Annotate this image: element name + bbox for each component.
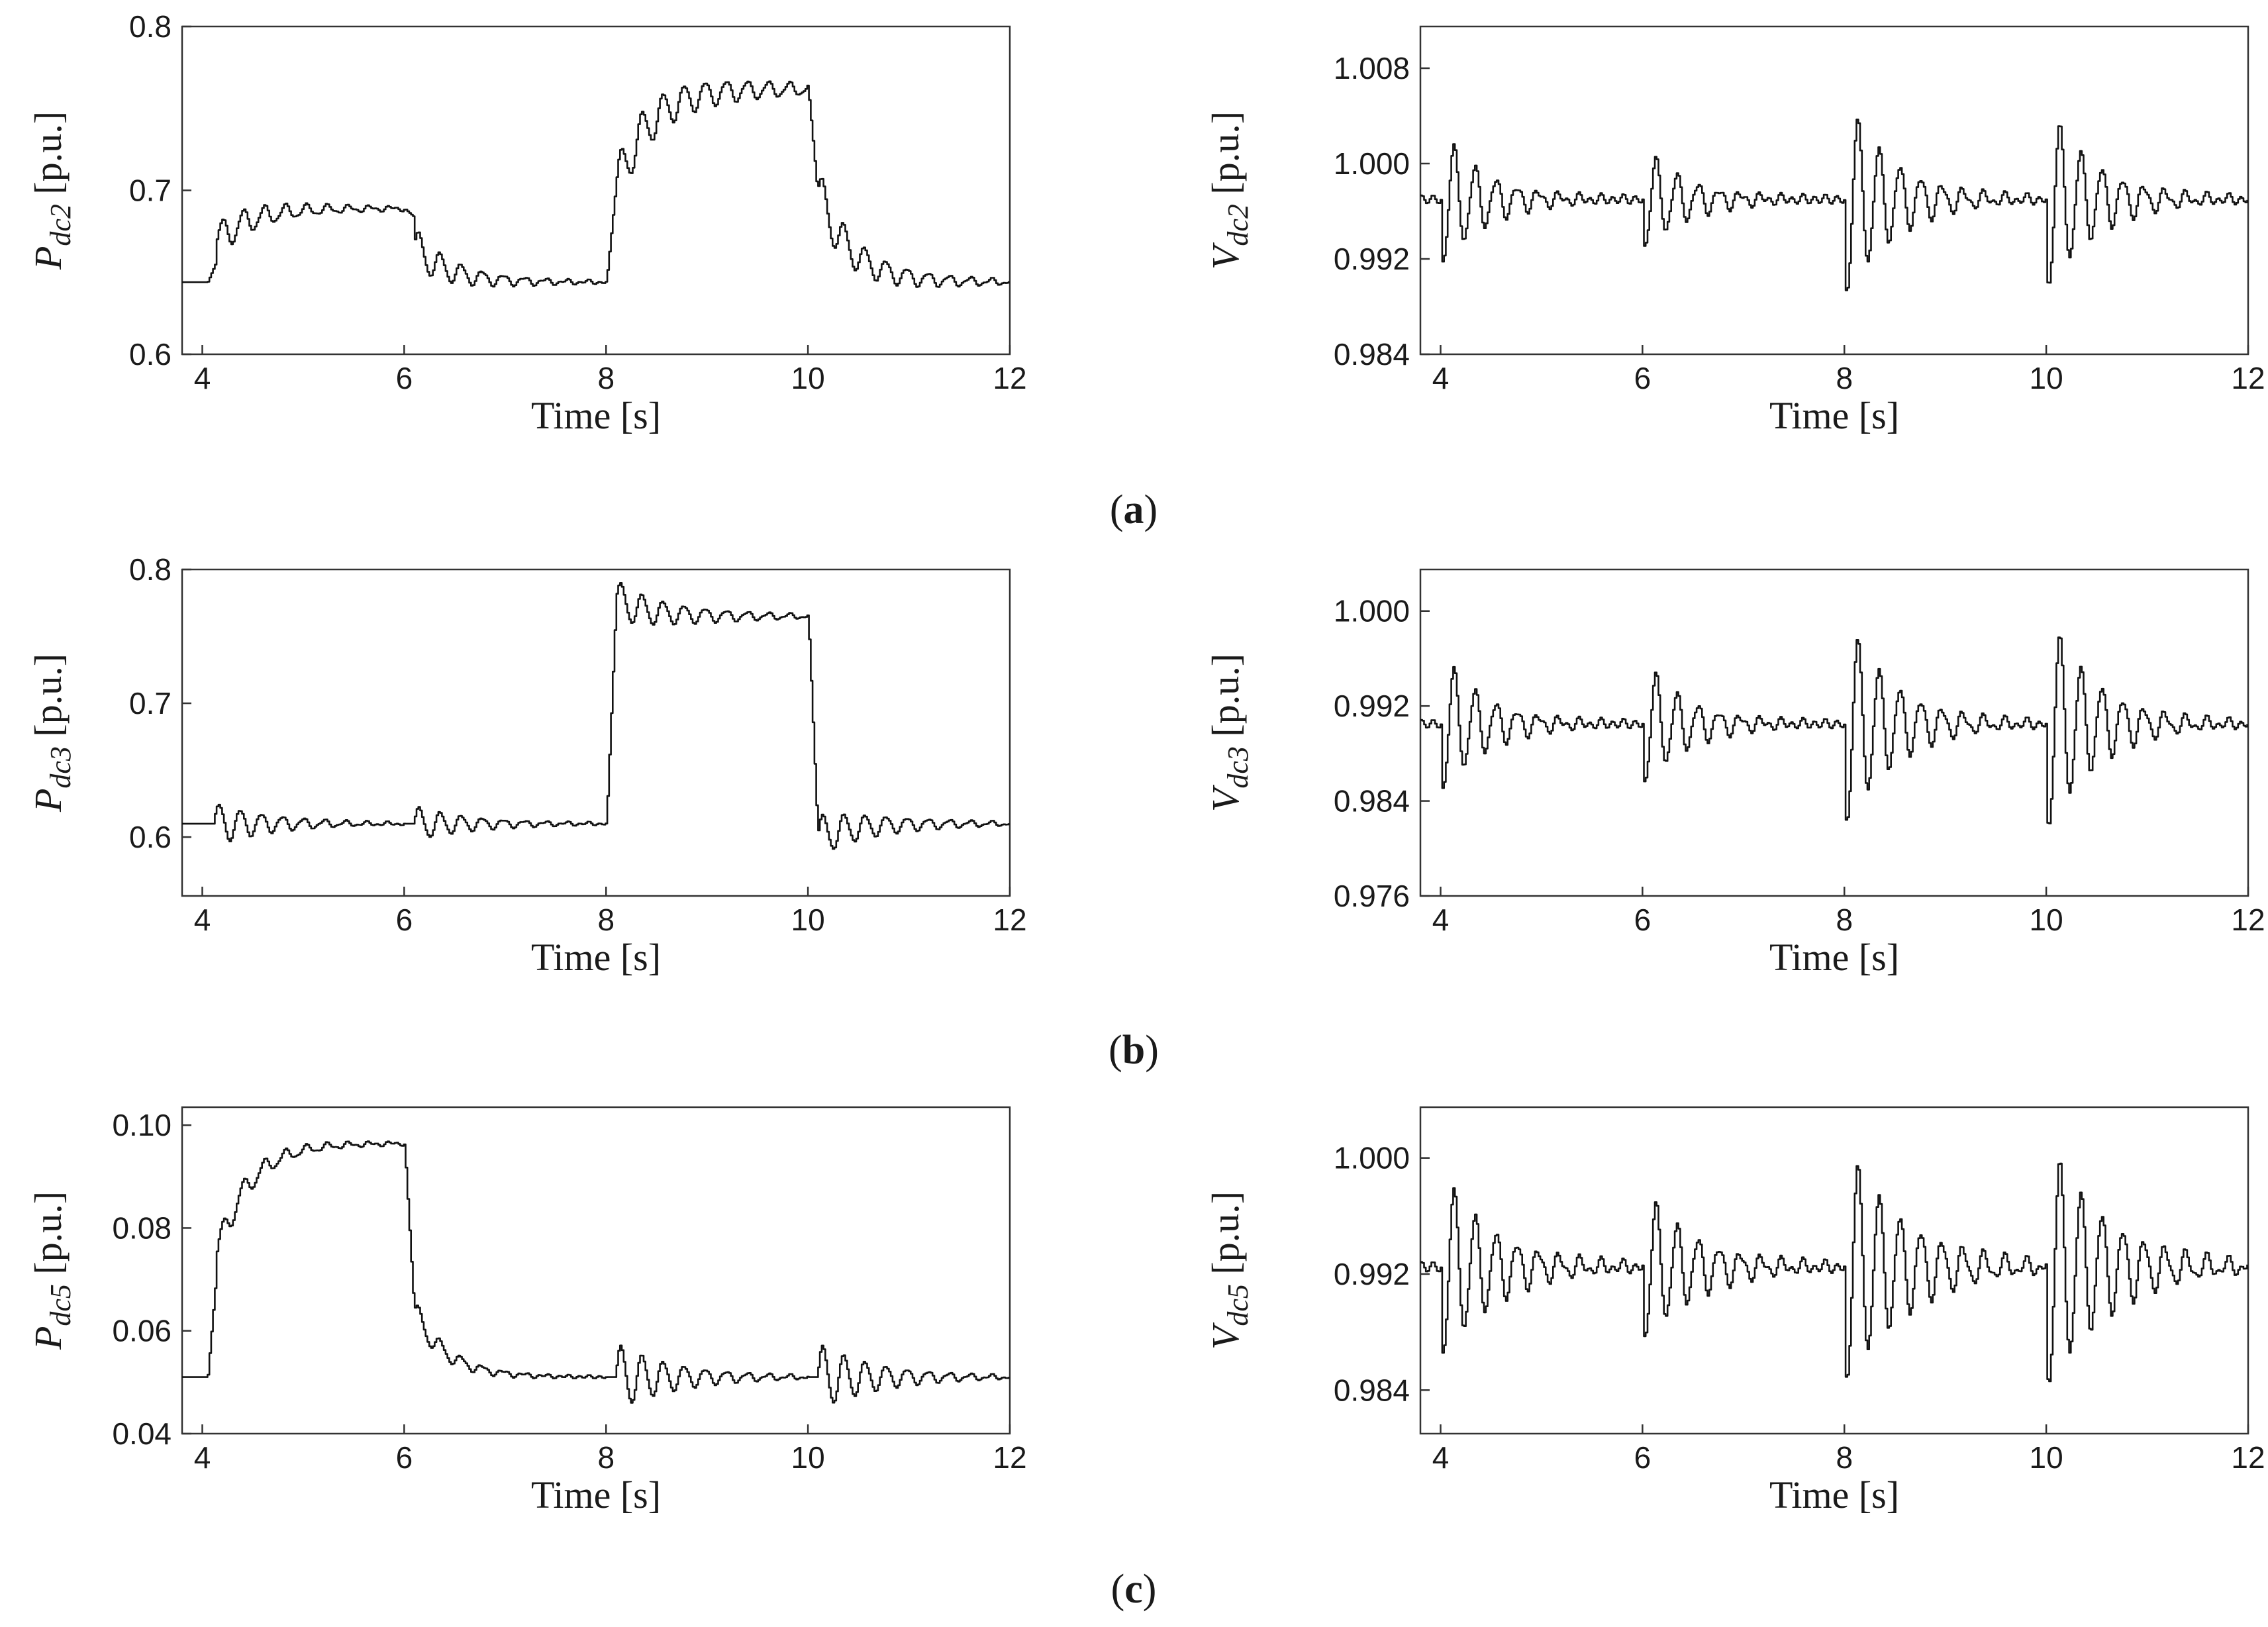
panel-label-c: (c) bbox=[1111, 1567, 1157, 1612]
x-tick-label: 12 bbox=[2231, 903, 2265, 937]
x-axis-label: Time [s] bbox=[531, 394, 661, 437]
y-tick-label: 1.000 bbox=[1334, 1141, 1410, 1175]
chart-b-right: 4 6 8 10 12 0.976 0.984 0.992 1.000 Time [s] Vdc3 … bbox=[1204, 568, 2265, 979]
series-Pdc5 bbox=[182, 1140, 1010, 1404]
x-tick-label: 10 bbox=[2030, 903, 2063, 937]
series-Vdc5 bbox=[1420, 1162, 2248, 1383]
x-tick-label: 10 bbox=[791, 903, 825, 937]
x-axis-label: Time [s] bbox=[1769, 394, 1899, 437]
x-tick-label: 8 bbox=[597, 903, 615, 937]
x-tick-label: 10 bbox=[2030, 1440, 2063, 1475]
x-axis-label: Time [s] bbox=[1769, 936, 1899, 979]
y-axis-label: Vdc5 [p.u.] bbox=[1204, 1191, 1254, 1350]
y-tick-label: 0.10 bbox=[112, 1108, 172, 1142]
x-tick-label: 6 bbox=[396, 361, 413, 395]
chart-b-left: 4 6 8 10 12 0.6 0.7 0.8 Time [s] Pdc3 [p.u.] bbox=[26, 552, 1027, 979]
x-tick-label: 4 bbox=[1432, 903, 1450, 937]
y-tick-label: 0.7 bbox=[129, 686, 172, 720]
plots-layer: 4 6 8 10 12 0.6 0.7 0.8 Time [s] Pdc2 [p.u.] 4 6 8 10… bbox=[26, 9, 2265, 1516]
plot-frame bbox=[181, 568, 1011, 897]
y-tick-label: 1.008 bbox=[1334, 51, 1410, 85]
y-tick-label: 0.7 bbox=[129, 173, 172, 208]
y-tick-label: 0.8 bbox=[129, 9, 172, 44]
y-tick-label: 0.992 bbox=[1334, 1257, 1410, 1291]
y-tick-label: 1.000 bbox=[1334, 594, 1410, 628]
y-tick-label: 0.976 bbox=[1334, 879, 1410, 913]
x-tick-label: 6 bbox=[1634, 361, 1652, 395]
series-Pdc3 bbox=[182, 581, 1010, 850]
plot-frame bbox=[181, 1106, 1011, 1435]
series-Vdc2 bbox=[1420, 119, 2248, 291]
plot-frame bbox=[1419, 25, 2249, 356]
y-axis-label: Pdc5 [p.u.] bbox=[26, 1191, 77, 1350]
series-Vdc3 bbox=[1420, 636, 2248, 824]
x-tick-label: 12 bbox=[2231, 361, 2265, 395]
x-axis-label: Time [s] bbox=[531, 936, 661, 979]
x-tick-label: 8 bbox=[1836, 1440, 1853, 1475]
x-tick-label: 8 bbox=[1836, 903, 1853, 937]
y-axis-label: Pdc2 [p.u.] bbox=[26, 111, 77, 270]
x-tick-label: 4 bbox=[194, 1440, 211, 1475]
x-tick-label: 10 bbox=[791, 1440, 825, 1475]
x-tick-label: 8 bbox=[597, 1440, 615, 1475]
x-tick-label: 4 bbox=[194, 903, 211, 937]
y-axis-label: Vdc2 [p.u.] bbox=[1204, 111, 1254, 270]
y-tick-label: 0.984 bbox=[1334, 784, 1410, 818]
y-tick-label: 0.06 bbox=[112, 1314, 172, 1348]
y-tick-label: 0.6 bbox=[129, 820, 172, 854]
x-tick-label: 12 bbox=[993, 1440, 1026, 1475]
y-tick-label: 0.08 bbox=[112, 1210, 172, 1245]
chart-a-left: 4 6 8 10 12 0.6 0.7 0.8 Time [s] Pdc2 [p.u.] bbox=[26, 9, 1027, 437]
y-axis-label: Pdc3 [p.u.] bbox=[26, 654, 77, 813]
y-tick-label: 0.984 bbox=[1334, 337, 1410, 371]
x-tick-label: 12 bbox=[2231, 1440, 2265, 1475]
x-tick-label: 6 bbox=[1634, 903, 1652, 937]
panel-label-b: (b) bbox=[1109, 1028, 1159, 1073]
x-tick-label: 6 bbox=[396, 903, 413, 937]
chart-c-left: 4 6 8 10 12 0.04 0.06 0.08 0.10 Time [s] Pdc5 [p.u… bbox=[26, 1106, 1027, 1516]
y-tick-label: 0.984 bbox=[1334, 1373, 1410, 1407]
x-tick-label: 10 bbox=[791, 361, 825, 395]
x-tick-label: 12 bbox=[993, 903, 1026, 937]
y-tick-label: 0.8 bbox=[129, 552, 172, 587]
y-tick-label: 1.000 bbox=[1334, 146, 1410, 181]
y-tick-label: 0.992 bbox=[1334, 689, 1410, 723]
y-tick-label: 0.04 bbox=[112, 1416, 172, 1451]
chart-c-right: 4 6 8 10 12 0.984 0.992 1.000 Time [s] Vdc5 [p.u.… bbox=[1204, 1106, 2265, 1516]
x-tick-label: 12 bbox=[993, 361, 1026, 395]
y-axis-label: Vdc3 [p.u.] bbox=[1204, 654, 1254, 812]
y-tick-label: 0.6 bbox=[129, 337, 172, 371]
x-tick-label: 8 bbox=[597, 361, 615, 395]
x-axis-label: Time [s] bbox=[1769, 1473, 1899, 1516]
x-tick-label: 8 bbox=[1836, 361, 1853, 395]
x-tick-label: 4 bbox=[1432, 361, 1450, 395]
chart-a-right: 4 6 8 10 12 0.984 0.992 1.000 1.008 Time [s] Vdc2 … bbox=[1204, 25, 2265, 437]
y-tick-label: 0.992 bbox=[1334, 242, 1410, 276]
x-axis-label: Time [s] bbox=[531, 1473, 661, 1516]
x-tick-label: 6 bbox=[1634, 1440, 1652, 1475]
x-tick-label: 4 bbox=[194, 361, 211, 395]
x-tick-label: 6 bbox=[396, 1440, 413, 1475]
plot-frame bbox=[1419, 1106, 2249, 1435]
series-Pdc2 bbox=[182, 80, 1010, 288]
x-tick-label: 4 bbox=[1432, 1440, 1450, 1475]
plot-frame bbox=[1419, 568, 2249, 897]
panel-label-a: (a) bbox=[1110, 487, 1158, 532]
x-tick-label: 10 bbox=[2030, 361, 2063, 395]
